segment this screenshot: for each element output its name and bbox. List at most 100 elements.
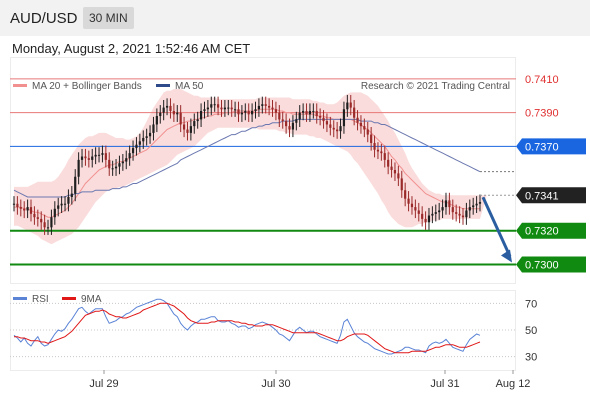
candle-body [165,105,169,108]
candle-body [206,107,209,110]
candle-body [36,217,39,219]
candle-body [227,107,230,109]
bollinger-bands [14,89,487,245]
moving-averages [13,108,516,218]
level-tag-0.7341 [516,187,586,204]
candle-body [23,208,26,211]
candle-body [397,173,400,179]
candle-body [63,203,67,205]
candle-body [33,213,36,218]
ma50-line [13,118,481,198]
candle-body [159,112,162,117]
candle-body [380,151,383,154]
ma9-legend-swatch [62,297,76,300]
timeframe-button[interactable]: 30 MIN [83,7,134,29]
candle-body [295,119,298,123]
candle-body [254,109,257,111]
candle-body [268,105,271,108]
candle-body [383,153,386,160]
rsi-tick-30: 30 [525,352,537,364]
candle-body [261,104,264,106]
candle-body [465,210,468,218]
candle-body [322,117,325,122]
candle-body [285,121,288,127]
x-tick-label: Aug 12 [496,378,531,390]
level-tag-0.7370 [516,138,586,155]
candle-body [315,110,318,117]
candle-body [216,104,220,108]
candle-body [125,158,128,162]
candle-body [60,203,63,206]
candle-body [91,156,94,160]
candle-body [461,215,465,218]
candle-body [264,104,267,106]
candle-body [251,110,254,115]
candle-body [94,154,97,157]
candle-body [455,212,458,214]
candle-body [346,102,349,110]
candle-body [359,122,363,127]
candle-body [29,207,33,214]
candle-body [349,102,352,108]
candle-body [458,213,461,216]
candle-body [438,210,441,213]
ma50-legend-label: MA 50 [175,81,204,92]
candle-body [472,205,475,208]
rsi-tick-70: 70 [525,298,537,310]
candle-body [312,110,315,112]
candle-body [199,110,203,120]
rsi-legend-label: RSI [32,294,49,305]
rsi-line [13,298,481,355]
candle-body [366,129,369,135]
candle-body [237,109,240,115]
candle-body [84,156,87,159]
candles [12,94,482,235]
candle-body [193,121,196,127]
candle-body [46,227,50,229]
candle-body [210,104,213,108]
candle-body [387,159,390,167]
candle-body [274,109,278,113]
candle-body [53,208,56,218]
candle-body [19,207,22,209]
chart-datetime: Monday, August 2, 2021 1:52:46 AM CET [12,41,251,56]
candle-body [142,137,145,142]
candle-body [77,159,80,177]
bollinger-band-area [14,89,487,245]
candle-body [186,129,189,133]
candle-body [230,107,233,110]
candle-body [414,207,417,211]
x-tick-label: Jul 31 [430,378,459,390]
candle-body [281,119,284,122]
candle-body [155,116,158,125]
candle-body [407,198,410,204]
candle-body [356,117,359,123]
candle-body [332,127,335,130]
level-label-0.7320: 0.7320 [525,226,559,238]
ma20-line [14,108,480,218]
candle-body [390,166,393,170]
candle-body [162,107,165,113]
candle-body [67,196,70,204]
candle-body [87,158,90,160]
candle-body [427,215,431,223]
candle-body [131,148,135,154]
candle-body [104,153,107,160]
candle-body [40,218,43,223]
x-axis: Jul 29 Jul 30 Jul 31 Aug 12 [89,370,530,390]
forecast-arrow [481,196,512,263]
ma9-legend-label: 9MA [81,294,102,305]
price-level-lines [10,78,516,266]
candle-body [111,168,114,170]
candle-body [189,126,192,133]
candle-body [434,212,437,214]
candle-body [244,110,247,113]
candle-body [203,109,206,111]
candle-body [424,218,427,223]
candle-body [393,170,397,174]
candle-body [172,110,175,115]
candle-body [305,110,308,115]
forecast-arrow-shaft [481,196,512,258]
candle-body [421,213,424,219]
